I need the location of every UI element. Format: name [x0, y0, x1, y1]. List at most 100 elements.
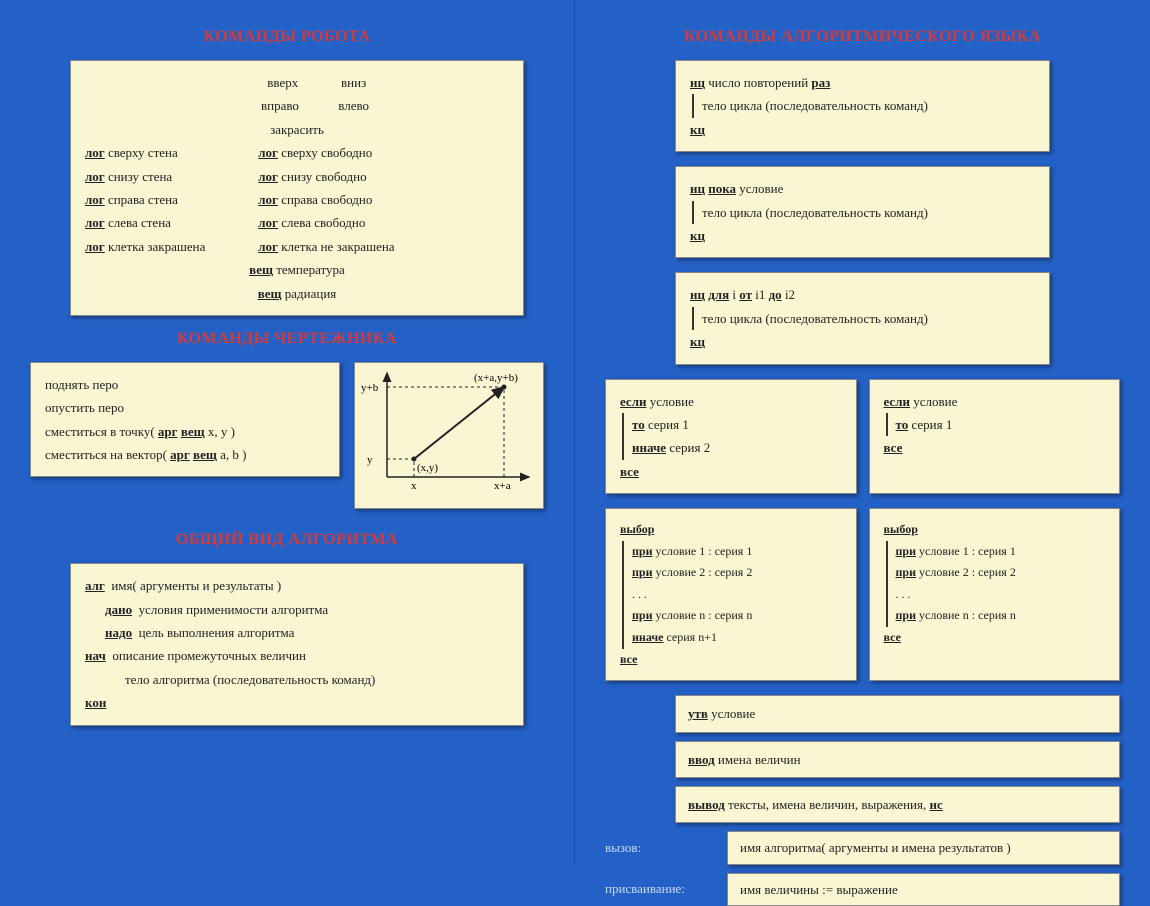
txt: имя алгоритма( аргументы и имена результ…	[740, 840, 1011, 855]
txt: слева свободно	[281, 215, 365, 230]
kw-nc: нц	[690, 287, 705, 302]
txt: условие n : серия n	[919, 608, 1016, 622]
robot-commands-title: КОМАНДЫ РОБОТА	[30, 28, 544, 46]
cmd: вверх	[228, 71, 338, 94]
txt: тело цикла (последовательность команд)	[692, 307, 1035, 330]
kw-utv: утв	[688, 706, 708, 721]
kw-poka: пока	[708, 181, 736, 196]
txt: справа свободно	[281, 192, 372, 207]
lbl: (x,y)	[417, 462, 438, 474]
txt: условие 2 : серия 2	[919, 565, 1016, 579]
txt: имя величины := выражение	[740, 882, 898, 897]
kw-nc: нц	[690, 181, 705, 196]
kw-pri: при	[896, 608, 917, 622]
txt: серия n+1	[666, 630, 717, 644]
txt: условие 2 : серия 2	[656, 565, 753, 579]
right-page: КОМАНДЫ АЛГОРИТМИЧЕСКОГО ЯЗЫКА нц число …	[575, 0, 1150, 864]
txt: a, b )	[220, 447, 246, 462]
kw-log: лог	[258, 169, 278, 184]
txt: . . .	[886, 584, 1106, 606]
cmd: опустить перо	[45, 396, 325, 419]
txt: условие	[739, 181, 783, 196]
cmd: влево	[338, 98, 369, 113]
if-else-box: если условие то серия 1 иначе серия 2 вс…	[605, 379, 857, 495]
txt: сместиться на вектор(	[45, 447, 167, 462]
lbl: (x+a,y+b)	[474, 372, 518, 384]
txt: условия применимости алгоритма	[139, 602, 329, 617]
txt: имена величин	[718, 752, 801, 767]
txt: слева стена	[108, 215, 171, 230]
txt: i2	[785, 287, 795, 302]
kw-log: лог	[258, 215, 278, 230]
algo-box: алг имя( аргументы и результаты ) дано у…	[70, 563, 524, 725]
vybor-box: выбор при условие 1 : серия 1 при услови…	[869, 508, 1121, 681]
lang-commands-title: КОМАНДЫ АЛГОРИТМИЧЕСКОГО ЯЗЫКА	[605, 28, 1120, 46]
kw-vse: все	[620, 464, 639, 479]
txt: серия 1	[648, 417, 689, 432]
vvod-box: ввод имена величин	[675, 741, 1120, 778]
loop-for-box: нц для i от i1 до i2 тело цикла (последо…	[675, 272, 1050, 364]
cmd: вправо	[225, 94, 335, 117]
kw-log: лог	[85, 215, 105, 230]
txt: справа стена	[108, 192, 178, 207]
txt: сверху свободно	[281, 145, 372, 160]
utv-box: утв условие	[675, 695, 1120, 732]
txt: тексты, имена величин, выражения,	[728, 797, 926, 812]
txt: i	[732, 287, 736, 302]
vybor-else-box: выбор при условие 1 : серия 1 при услови…	[605, 508, 857, 681]
call-box: имя алгоритма( аргументы и имена результ…	[727, 831, 1120, 864]
kw-vse: все	[620, 652, 637, 666]
txt: условие 1 : серия 1	[919, 544, 1016, 558]
txt: тело алгоритма (последовательность коман…	[85, 668, 509, 691]
kw-to: то	[632, 417, 645, 432]
kw-vse: все	[884, 440, 903, 455]
txt: клетка закрашена	[108, 239, 205, 254]
txt: i1	[755, 287, 765, 302]
kw-pri: при	[896, 544, 917, 558]
txt: тело цикла (последовательность команд)	[692, 94, 1035, 117]
loop-count-box: нц число повторений раз тело цикла (посл…	[675, 60, 1050, 152]
lbl: x	[411, 480, 417, 492]
kw-dano: дано	[105, 602, 132, 617]
kw-raz: раз	[811, 75, 830, 90]
kw-arg: арг	[170, 447, 190, 462]
kw-vvod: ввод	[688, 752, 715, 767]
txt: клетка не закрашена	[281, 239, 394, 254]
txt: температура	[276, 262, 345, 277]
txt: имя( аргументы и результаты )	[111, 578, 281, 593]
draft-row: поднять перо опустить перо сместиться в …	[30, 362, 544, 523]
kw-kc: кц	[690, 122, 705, 137]
kw-vesch: вещ	[249, 262, 273, 277]
cmd: вниз	[341, 75, 366, 90]
left-page: КОМАНДЫ РОБОТА вверх вниз вправо влево з…	[0, 0, 575, 864]
draft-commands-box: поднять перо опустить перо сместиться в …	[30, 362, 340, 478]
kw-vyvod: вывод	[688, 797, 725, 812]
kw-log: лог	[258, 239, 278, 254]
txt: серия 1	[911, 417, 952, 432]
kw-esli: если	[620, 394, 646, 409]
txt: условие 1 : серия 1	[656, 544, 753, 558]
lbl: x+a	[494, 480, 511, 492]
kw-vybor: выбор	[884, 522, 918, 536]
kw-dlya: для	[708, 287, 729, 302]
kw-to: то	[896, 417, 909, 432]
kw-nach: нач	[85, 648, 106, 663]
draft-commands-title: КОМАНДЫ ЧЕРТЕЖНИКА	[30, 330, 544, 348]
kw-pri: при	[632, 544, 653, 558]
txt: описание промежуточных величин	[112, 648, 306, 663]
kw-esli: если	[884, 394, 910, 409]
txt: радиация	[285, 286, 337, 301]
kw-do: до	[769, 287, 782, 302]
vector-graph: y y+b x x+a (x,y) (x+a,y+b)	[359, 367, 539, 497]
draft-graph-box: y y+b x x+a (x,y) (x+a,y+b)	[354, 362, 544, 509]
kw-vesch: вещ	[193, 447, 217, 462]
lbl: y	[367, 454, 373, 466]
robot-commands-box: вверх вниз вправо влево закрасить лог св…	[70, 60, 524, 316]
kw-vesch: вещ	[258, 286, 282, 301]
txt: условие	[711, 706, 755, 721]
txt: число повторений	[708, 75, 808, 90]
call-label: вызов:	[605, 840, 715, 856]
txt: . . .	[622, 584, 842, 606]
loop-while-box: нц пока условие тело цикла (последовател…	[675, 166, 1050, 258]
kw-kon: кон	[85, 695, 106, 710]
